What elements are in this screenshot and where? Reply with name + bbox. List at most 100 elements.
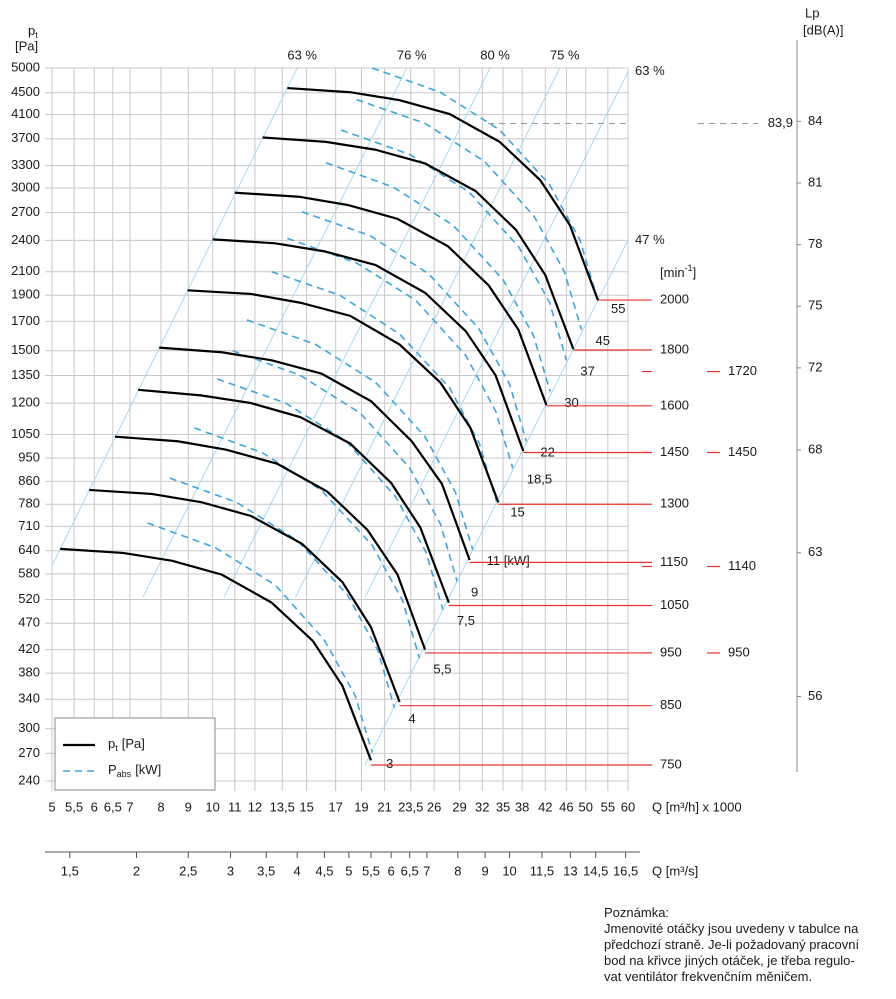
note-line: předchozí straně. Je-li požadovaný praco… — [604, 937, 860, 952]
speed-unit-close: ] — [693, 265, 697, 280]
legend-unit: [Pa] — [122, 736, 145, 751]
x2-tick-label: 11,5 — [530, 863, 554, 878]
efficiency-label: 80 % — [480, 47, 510, 62]
x-tick-label: 23,5 — [398, 799, 423, 814]
y-tick-label: 710 — [18, 518, 40, 533]
lp-tick-label: 72 — [808, 359, 822, 374]
efficiency-label: 63 % — [287, 47, 317, 62]
x-tick-label: 19 — [354, 799, 368, 814]
power-label: 15 — [510, 505, 524, 520]
efficiency-line — [51, 67, 298, 567]
legend-symbol: p — [108, 736, 115, 751]
note: Poznámka: Jmenovité otáčky jsou uvedeny … — [604, 905, 894, 985]
y-tick-label: 640 — [18, 542, 40, 557]
extra-speed-label: 1450 — [728, 444, 757, 459]
power-curve — [216, 378, 444, 610]
y-axis-label: pt — [28, 23, 38, 40]
y-tick-label: 1350 — [11, 367, 40, 382]
y-axis-sub: t — [35, 30, 38, 40]
lp-tick-label: 75 — [808, 298, 822, 313]
efficiency-label: 75 % — [550, 47, 580, 62]
x2-tick-label: 2 — [133, 863, 140, 878]
power-curve — [232, 349, 458, 582]
speed-label: 850 — [660, 697, 682, 712]
y-tick-label: 3700 — [11, 130, 40, 145]
y-tick-label: 1050 — [11, 426, 40, 441]
x-tick-label: 15 — [299, 799, 313, 814]
x-tick-label: 8 — [157, 799, 164, 814]
x2-tick-label: 7 — [423, 863, 430, 878]
x-tick-label: 10 — [205, 799, 219, 814]
x2-tick-label: 6,5 — [401, 863, 419, 878]
x-tick-label: 60 — [621, 799, 635, 814]
y-tick-label: 2700 — [11, 204, 40, 219]
power-label: 18,5 — [527, 472, 552, 487]
y-tick-label: 2100 — [11, 263, 40, 278]
x-tick-label: 5,5 — [65, 799, 83, 814]
x-tick-label: 42 — [538, 799, 552, 814]
power-label: 55 — [611, 301, 625, 316]
speed-label: 950 — [660, 644, 682, 659]
speed-label: 2000 — [660, 291, 689, 306]
legend-label: pt [Pa] — [108, 736, 145, 753]
x-tick-label: 32 — [475, 799, 489, 814]
power-curve — [356, 98, 583, 330]
y-tick-label: 1200 — [11, 395, 40, 410]
power-label: 9 — [471, 585, 478, 600]
speed-unit-sup: -1 — [685, 263, 693, 273]
x2-axis-label: Q [m³/s] — [652, 863, 698, 878]
speed-label: 1050 — [660, 597, 689, 612]
x-tick-label: 7 — [126, 799, 133, 814]
x-tick-label: 35 — [496, 799, 510, 814]
x2-tick-label: 6 — [388, 863, 395, 878]
speed-unit-base: [min — [660, 265, 685, 280]
speed-label: 750 — [660, 756, 682, 771]
y-axis-symbol: p — [28, 23, 35, 38]
y-tick-label: 3000 — [11, 179, 40, 194]
y-tick-label: 1900 — [11, 287, 40, 302]
efficiency-line — [223, 67, 491, 598]
x2-tick-label: 2,5 — [179, 863, 197, 878]
note-line: Jmenovité otáčky jsou uvedeny v tabulce … — [604, 921, 859, 936]
pressure-curve — [287, 86, 599, 301]
y-tick-label: 240 — [18, 772, 40, 787]
x2-tick-label: 14,5 — [583, 863, 608, 878]
power-curve — [287, 237, 514, 469]
power-curve — [340, 129, 568, 361]
power-label: 3 — [386, 756, 393, 771]
legend-box — [54, 717, 216, 791]
y-tick-label: 5000 — [11, 59, 40, 74]
y-tick-label: 1700 — [11, 313, 40, 328]
x-tick-label: 13,5 — [270, 799, 295, 814]
lp-tick-label: 68 — [808, 441, 822, 456]
speed-label: 1450 — [660, 444, 689, 459]
speed-label: 1600 — [660, 397, 689, 412]
x-tick-label: 17 — [328, 799, 342, 814]
y-tick-label: 3300 — [11, 157, 40, 172]
extra-speed-label: 950 — [728, 644, 750, 659]
lp-axis-unit: [dB(A)] — [803, 22, 843, 37]
extra-speed-label: 1140 — [728, 558, 756, 573]
power-curve — [371, 67, 598, 298]
power-label: 11 [kW] — [487, 553, 530, 568]
legend-symbol: P — [108, 762, 117, 777]
x-tick-label: 6 — [91, 799, 98, 814]
x2-tick-label: 10 — [502, 863, 516, 878]
pressure-curve — [212, 238, 525, 452]
efficiency-label: 47 % — [635, 232, 665, 247]
power-label: 5,5 — [433, 662, 451, 677]
y-axis-unit: [Pa] — [15, 38, 38, 53]
x-tick-label: 9 — [185, 799, 192, 814]
power-curve — [301, 211, 528, 442]
x-tick-label: 55 — [601, 799, 615, 814]
y-tick-label: 470 — [18, 615, 40, 630]
y-tick-label: 860 — [18, 473, 40, 488]
y-tick-label: 1500 — [11, 342, 40, 357]
speed-label: 1150 — [660, 554, 688, 569]
pressure-curve — [60, 547, 373, 761]
power-label: 4 — [408, 711, 415, 726]
speed-unit: [min-1] — [660, 263, 696, 280]
lp-tick-label: 78 — [808, 236, 822, 251]
speed-label: 1300 — [660, 496, 689, 511]
power-curve — [194, 427, 421, 659]
